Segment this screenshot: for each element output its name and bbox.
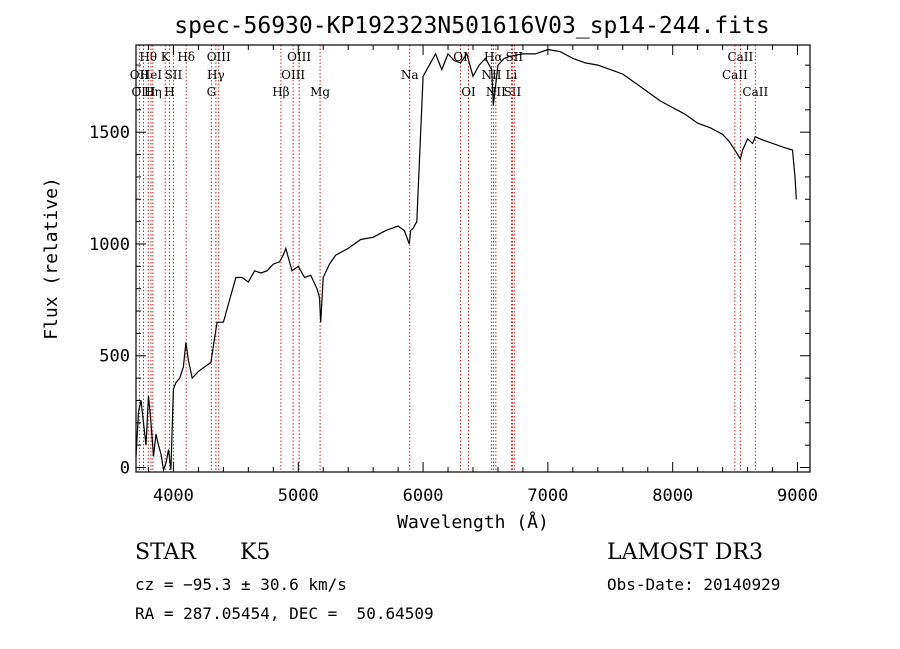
spectral-line-label: OIII xyxy=(281,68,305,82)
spectrum-chart: spec-56930-KP192323N501616V03_sp14-244.f… xyxy=(41,13,818,533)
spectral-line-label: CaII xyxy=(722,68,748,82)
spectral-line-label: SII xyxy=(504,85,522,99)
spectral-line-label: Hγ xyxy=(207,68,225,82)
y-tick-label: 1500 xyxy=(89,123,130,143)
chart-title: spec-56930-KP192323N501616V03_sp14-244.f… xyxy=(174,13,769,39)
spectral-line-label: Na xyxy=(401,68,419,82)
spectral-line-label: OII xyxy=(130,68,150,82)
spectral-line-label: Hη xyxy=(144,85,162,99)
spectrum-series xyxy=(135,48,797,473)
y-tick-label: 1000 xyxy=(89,235,130,255)
x-axis-label: Wavelength (Å) xyxy=(397,511,549,533)
spectral-line-label: G xyxy=(207,85,217,99)
x-tick-label: 5000 xyxy=(278,486,319,506)
spectral-line-label: SII xyxy=(505,50,523,64)
object-class: STAR xyxy=(135,540,196,565)
spectral-line-label: OI xyxy=(453,50,468,64)
spectral-line-label: SII xyxy=(165,68,183,82)
object-subclass: K5 xyxy=(240,540,271,565)
x-tick-label: 9000 xyxy=(777,486,818,506)
spectral-line-label: HeI xyxy=(140,68,163,82)
axes: 4000 5000 6000 7000 8000 9000 0 500 1000 1500 xyxy=(89,45,818,506)
spectral-line-label: H xyxy=(164,85,174,99)
survey-name: LAMOST DR3 xyxy=(607,540,763,565)
spectral-line-label: CaII xyxy=(727,50,753,64)
x-tick-label: 6000 xyxy=(403,486,444,506)
y-tick-label: 0 xyxy=(120,459,130,479)
spectral-line-label: Li xyxy=(506,68,518,82)
y-tick-label: 500 xyxy=(99,347,130,367)
y-axis-label: Flux (relative) xyxy=(41,177,62,340)
spectral-line-label: Hθ xyxy=(139,50,157,64)
spectral-line-label: NII xyxy=(486,85,506,99)
plot-frame xyxy=(135,44,811,473)
spectral-line-label: Hα xyxy=(484,50,503,64)
spectral-line-label: OI xyxy=(461,85,476,99)
spectral-line-label: OIII xyxy=(207,50,231,64)
observation-date: Obs-Date: 20140929 xyxy=(607,575,781,594)
spectral-line-label: OIII xyxy=(287,50,311,64)
spectral-line-label: K xyxy=(161,50,171,64)
x-tick-label: 8000 xyxy=(652,486,693,506)
coordinates: RA = 287.05454, DEC = 50.64509 xyxy=(135,604,434,623)
spectral-line-label: Mg xyxy=(310,85,330,99)
x-tick-label: 7000 xyxy=(527,486,568,506)
spectral-line-markers: Hθ OII OIII HeI Hη K SII H Hδ OIII Hγ G OIII OIII Hβ Mg… xyxy=(130,45,768,472)
redshift-value: cz = −95.3 ± 30.6 km/s xyxy=(135,575,347,594)
spectral-line-label: CaII xyxy=(742,85,768,99)
x-tick-label: 4000 xyxy=(153,486,194,506)
spectral-line-label: Hδ xyxy=(177,50,195,64)
spectral-line-label: OIII xyxy=(131,85,155,99)
spectral-line-label: Hβ xyxy=(272,85,289,99)
